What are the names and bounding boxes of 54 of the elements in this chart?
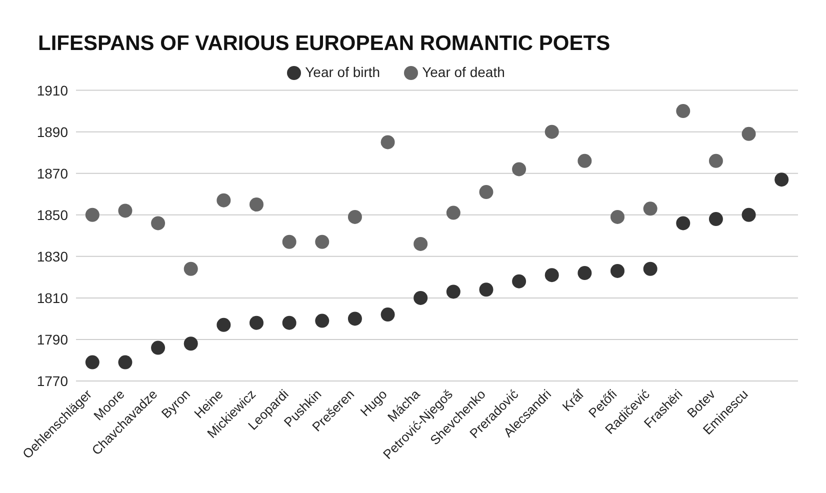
point <box>85 355 100 370</box>
point <box>184 336 198 351</box>
point <box>348 210 362 224</box>
point <box>643 202 658 216</box>
point <box>544 124 559 139</box>
point <box>610 210 624 224</box>
point <box>250 316 264 330</box>
point <box>578 266 592 280</box>
y-tick-label: 1810 <box>36 290 68 306</box>
point <box>315 234 330 249</box>
point <box>742 126 756 141</box>
point <box>676 216 690 230</box>
point <box>85 208 100 222</box>
point <box>512 162 526 176</box>
point <box>380 308 395 322</box>
y-tick-label: 1870 <box>36 165 68 182</box>
point <box>610 264 624 278</box>
point <box>315 314 330 328</box>
point <box>676 104 690 118</box>
point <box>446 284 460 299</box>
point <box>118 355 132 370</box>
point <box>774 172 789 187</box>
point <box>216 193 231 208</box>
point <box>250 198 264 212</box>
y-tick-label: 1830 <box>36 248 68 264</box>
point <box>446 206 460 220</box>
y-tick-label: 1890 <box>36 124 68 140</box>
point <box>479 185 494 200</box>
point <box>479 282 494 297</box>
point <box>414 290 428 305</box>
point <box>708 154 723 168</box>
point <box>184 262 198 276</box>
point <box>578 154 592 168</box>
legend-label: Year of death <box>422 64 505 80</box>
point <box>216 318 231 332</box>
point <box>348 312 362 326</box>
point <box>282 234 296 249</box>
y-tick-label: 1850 <box>36 206 68 223</box>
point <box>544 268 559 282</box>
point <box>742 208 756 222</box>
y-tick-label: 1770 <box>36 372 68 389</box>
point <box>414 236 428 251</box>
point <box>708 212 723 226</box>
point <box>151 340 166 355</box>
point <box>118 204 132 218</box>
point <box>643 262 658 276</box>
y-tick-label: 1790 <box>36 331 68 348</box>
legend-label: Year of birth <box>305 64 380 80</box>
point <box>151 216 166 230</box>
chart-title: LIFESPANS OF VARIOUS EUROPEAN ROMANTIC POETS <box>37 31 612 56</box>
point <box>282 316 296 330</box>
point <box>512 274 526 288</box>
point <box>380 135 395 150</box>
y-tick-label: 1910 <box>36 82 68 98</box>
